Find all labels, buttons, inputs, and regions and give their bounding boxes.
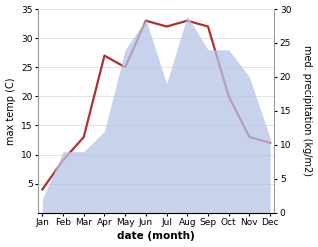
X-axis label: date (month): date (month) <box>117 231 195 242</box>
Y-axis label: max temp (C): max temp (C) <box>5 77 16 145</box>
Y-axis label: med. precipitation (kg/m2): med. precipitation (kg/m2) <box>302 45 313 176</box>
